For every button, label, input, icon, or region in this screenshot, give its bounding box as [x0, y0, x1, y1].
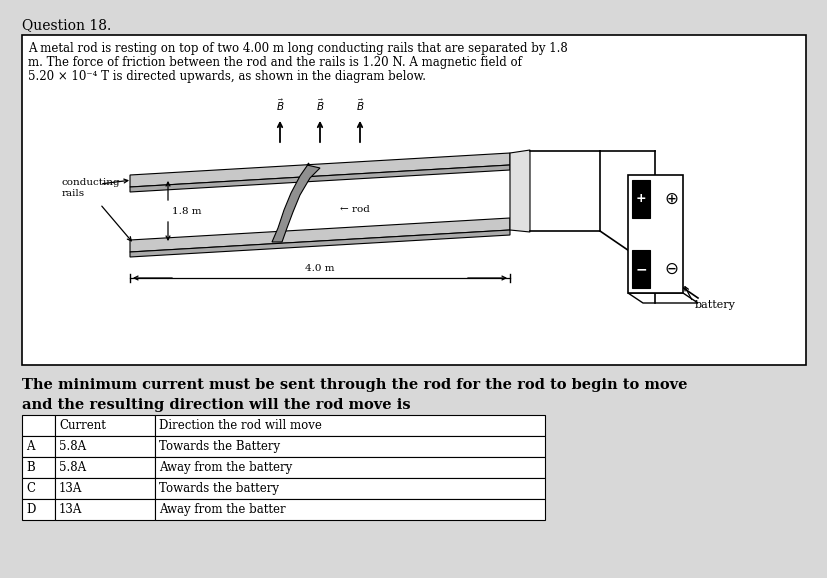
Text: D: D: [26, 503, 36, 516]
Text: 13A: 13A: [59, 503, 82, 516]
Text: A: A: [26, 440, 35, 453]
Text: $\vec{B}$: $\vec{B}$: [315, 98, 324, 113]
Text: 5.20 × 10⁻⁴ T is directed upwards, as shown in the diagram below.: 5.20 × 10⁻⁴ T is directed upwards, as sh…: [28, 70, 425, 83]
Text: 5.8A: 5.8A: [59, 440, 86, 453]
Text: Away from the batter: Away from the batter: [159, 503, 285, 516]
Text: battery: battery: [694, 300, 735, 310]
Bar: [55, 415, 155, 436]
Text: Towards the Battery: Towards the Battery: [159, 440, 280, 453]
Text: m. The force of friction between the rod and the rails is 1.20 N. A magnetic fie: m. The force of friction between the rod…: [28, 56, 521, 69]
Text: conducting
rails: conducting rails: [62, 177, 121, 198]
Text: 13A: 13A: [59, 482, 82, 495]
Text: B: B: [26, 461, 35, 474]
Polygon shape: [272, 163, 319, 242]
Bar: [55, 499, 155, 520]
Polygon shape: [627, 293, 697, 303]
Bar: [627, 175, 682, 293]
Text: 5.8A: 5.8A: [59, 461, 86, 474]
Bar: [22, 35, 805, 365]
Text: $\vec{B}$: $\vec{B}$: [275, 98, 284, 113]
Bar: [22, 415, 55, 436]
Text: ⊕: ⊕: [663, 190, 677, 208]
Bar: [631, 250, 649, 288]
Polygon shape: [509, 150, 529, 232]
Bar: [155, 415, 544, 436]
Bar: [22, 478, 55, 499]
Text: −: −: [634, 262, 646, 276]
Bar: [22, 499, 55, 520]
Text: The minimum current must be sent through the rod for the rod to begin to move
an: The minimum current must be sent through…: [22, 378, 686, 412]
Polygon shape: [130, 230, 509, 257]
Text: A metal rod is resting on top of two 4.00 m long conducting rails that are separ: A metal rod is resting on top of two 4.0…: [28, 42, 567, 55]
Bar: [631, 180, 649, 218]
Polygon shape: [130, 153, 509, 187]
Bar: [55, 436, 155, 457]
Text: Towards the battery: Towards the battery: [159, 482, 279, 495]
Text: 1.8 m: 1.8 m: [172, 208, 201, 217]
Bar: [22, 436, 55, 457]
Text: C: C: [26, 482, 35, 495]
Bar: [155, 436, 544, 457]
Text: ← rod: ← rod: [340, 206, 370, 214]
Bar: [155, 499, 544, 520]
Text: Current: Current: [59, 419, 106, 432]
Bar: [55, 478, 155, 499]
Text: 4.0 m: 4.0 m: [305, 264, 334, 273]
Text: ⊖: ⊖: [663, 260, 677, 278]
Text: Away from the battery: Away from the battery: [159, 461, 292, 474]
Bar: [55, 457, 155, 478]
Text: Question 18.: Question 18.: [22, 18, 111, 32]
Polygon shape: [130, 165, 509, 192]
Bar: [22, 457, 55, 478]
Bar: [155, 457, 544, 478]
Text: $\vec{B}$: $\vec{B}$: [356, 98, 364, 113]
Text: Direction the rod will move: Direction the rod will move: [159, 419, 322, 432]
Polygon shape: [130, 218, 509, 252]
Bar: [155, 478, 544, 499]
Text: +: +: [635, 192, 646, 206]
